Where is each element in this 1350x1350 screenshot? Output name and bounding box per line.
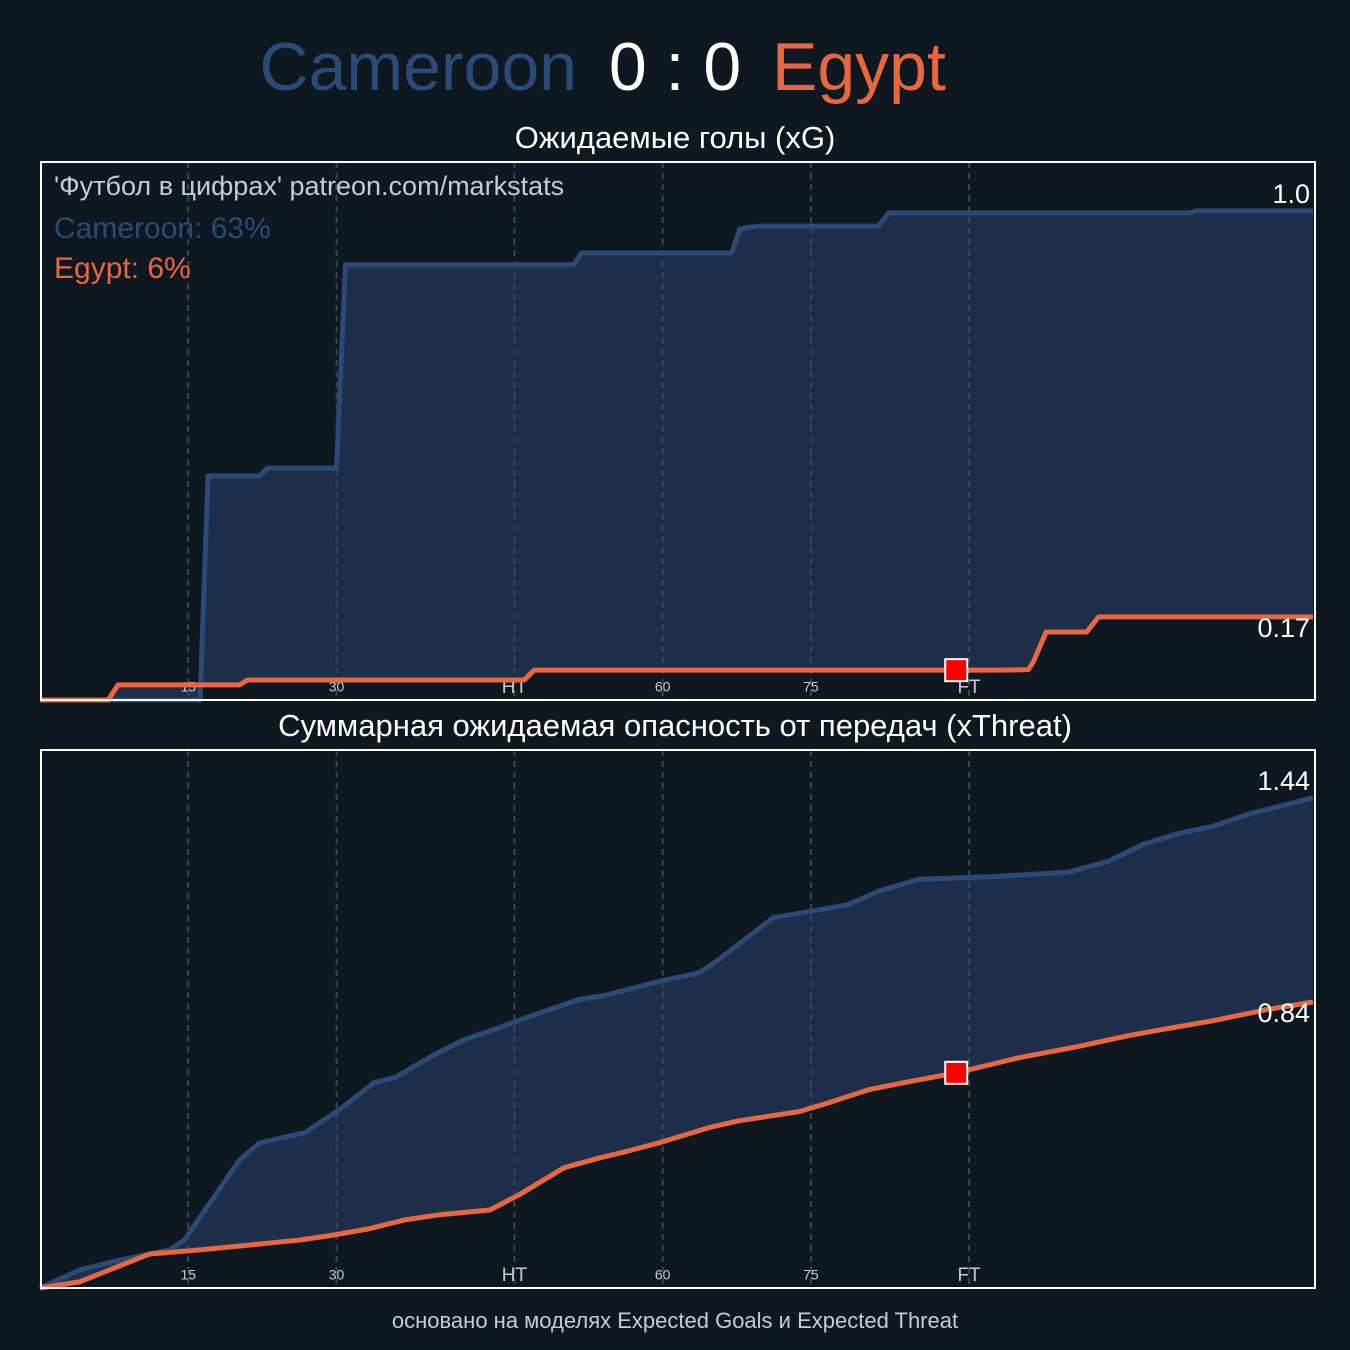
end-label: 0.84	[1257, 998, 1310, 1028]
legend-entry: Egypt: 6%	[54, 252, 191, 285]
series-line	[40, 614, 1314, 703]
plot-frame	[40, 749, 1316, 1289]
event-marker	[944, 1060, 969, 1085]
legend-entry: Cameroon: 63%	[54, 212, 271, 245]
score: 0 : 0	[609, 29, 741, 105]
end-label: 0.17	[1257, 613, 1310, 643]
x-tick-label: 30	[329, 1267, 345, 1283]
watermark: 'Футбол в цифрах' patreon.com/markstats	[54, 171, 564, 201]
series-line	[39, 999, 1314, 1291]
series-line	[38, 795, 1314, 1291]
x-tick-label: 60	[655, 679, 671, 695]
series-line	[40, 208, 1314, 703]
x-tick-label: HT	[502, 1265, 528, 1286]
x-tick-label: 60	[655, 1267, 671, 1283]
x-tick-label: FT	[957, 1265, 981, 1286]
away-team: Egypt	[772, 29, 946, 105]
x-tick-label: 30	[329, 679, 345, 695]
chart-title: Суммарная ожидаемая опасность от передач…	[278, 708, 1072, 743]
x-tick-label: FT	[957, 677, 981, 698]
area-fill	[40, 797, 1314, 1288]
footer: основано на моделях Expected Goals и Exp…	[392, 1308, 958, 1333]
x-tick-label: 75	[803, 679, 819, 695]
plot-frame	[40, 161, 1316, 701]
home-team: Cameroon	[260, 29, 578, 105]
chart-title: Ожидаемые голы (xG)	[515, 120, 836, 155]
end-label: 1.44	[1257, 766, 1310, 796]
end-label: 1.0	[1272, 179, 1310, 209]
area-fill	[40, 210, 1314, 700]
event-marker	[944, 658, 969, 683]
x-tick-label: 75	[803, 1267, 819, 1283]
x-tick-label: 15	[180, 1267, 196, 1283]
